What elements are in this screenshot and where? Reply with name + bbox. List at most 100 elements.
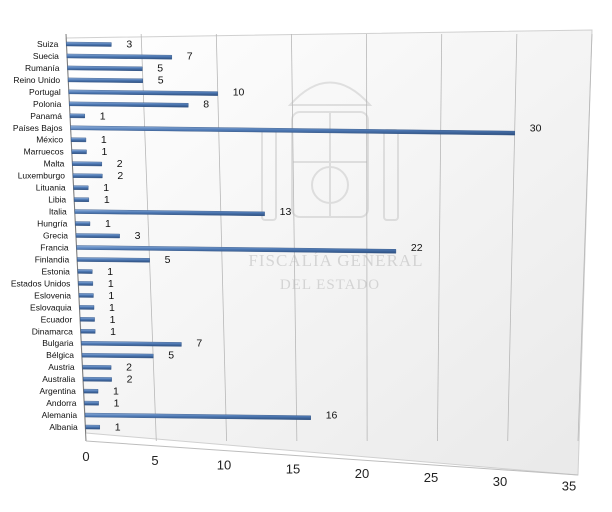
data-label: 7 <box>196 338 202 350</box>
category-label: Panamá <box>30 111 62 121</box>
gridlines <box>140 33 593 442</box>
data-label: 8 <box>203 98 209 110</box>
bar <box>78 281 94 286</box>
bar <box>79 305 95 310</box>
category-label: Francia <box>40 242 69 252</box>
bar <box>73 185 89 190</box>
category-label: Luxemburgo <box>18 171 66 181</box>
x-tick-label: 15 <box>286 462 300 477</box>
bar <box>74 209 265 217</box>
data-label: 1 <box>115 422 121 434</box>
bar <box>80 329 96 334</box>
bar <box>66 41 112 47</box>
x-tick-label: 0 <box>82 449 89 464</box>
bar <box>67 65 143 72</box>
category-label: México <box>36 135 63 145</box>
bar <box>84 400 99 406</box>
gridline <box>140 33 157 442</box>
data-label: 1 <box>107 266 113 278</box>
category-label: Grecia <box>43 231 68 241</box>
seal-text-line2: DEL ESTADO <box>280 277 380 293</box>
data-label: 1 <box>104 194 110 206</box>
data-label: 5 <box>157 62 163 74</box>
category-label: Argentina <box>39 386 76 396</box>
category-label: Alemania <box>42 410 78 420</box>
data-label: 13 <box>280 206 292 218</box>
gridline <box>577 33 593 442</box>
seal-shield <box>291 111 369 218</box>
bar <box>81 352 154 359</box>
category-labels: Suiza Suecia Rumanía Reino Unido Portugal Pol… <box>11 39 78 432</box>
bars <box>66 41 515 430</box>
gridline <box>215 33 227 442</box>
data-label: 1 <box>102 146 108 158</box>
data-label: 3 <box>135 230 141 242</box>
data-label: 5 <box>158 74 164 86</box>
gridline <box>437 33 443 442</box>
data-label: 1 <box>108 290 114 302</box>
bar <box>73 197 90 202</box>
category-label: Suiza <box>37 39 59 49</box>
category-label: Malta <box>44 159 65 169</box>
bar <box>69 101 189 108</box>
category-label: Austria <box>48 362 75 372</box>
bar <box>83 388 99 394</box>
data-label: 1 <box>110 326 116 338</box>
category-label: Albania <box>49 422 78 432</box>
data-label: 22 <box>411 242 423 254</box>
data-label: 16 <box>326 410 338 422</box>
bar <box>66 53 172 60</box>
bar <box>72 161 103 167</box>
category-label: Rumanía <box>25 63 60 73</box>
data-label: 1 <box>103 182 109 194</box>
bar <box>75 221 91 226</box>
category-label: Libia <box>48 195 66 205</box>
category-label: Ecuador <box>41 314 73 324</box>
category-label: Bulgaria <box>42 338 73 348</box>
category-label: Hungría <box>37 219 68 229</box>
bar <box>68 89 218 96</box>
bar <box>84 412 311 420</box>
category-label: Polonia <box>33 99 62 109</box>
data-label: 1 <box>108 278 114 290</box>
x-tick-label: 10 <box>217 457 231 472</box>
bar <box>72 173 103 179</box>
bar <box>81 341 182 347</box>
bar <box>77 257 150 263</box>
data-label: 7 <box>187 50 193 62</box>
data-label: 2 <box>117 170 123 182</box>
category-label: Finlandia <box>35 254 70 264</box>
category-label: Suecia <box>33 51 59 61</box>
bar <box>82 364 112 370</box>
data-label: 1 <box>100 110 106 122</box>
bar <box>67 77 143 83</box>
gridline <box>366 33 368 442</box>
category-label: Marruecos <box>24 147 64 157</box>
data-label: 30 <box>530 122 542 134</box>
seal-center <box>311 166 349 204</box>
category-label: Eslovenia <box>34 290 71 300</box>
category-label: Dinamarca <box>32 326 73 336</box>
data-label: 1 <box>101 134 107 146</box>
x-tick-label: 20 <box>355 466 369 481</box>
bar <box>76 245 397 254</box>
category-label: Italia <box>49 207 67 217</box>
gridline <box>291 33 298 442</box>
category-label: Lituania <box>36 183 66 193</box>
category-label: Eslovaquia <box>30 302 72 312</box>
bar <box>75 233 120 239</box>
category-label: Bélgica <box>46 350 74 360</box>
category-label: Australia <box>42 374 75 384</box>
bar <box>69 113 85 119</box>
category-label: Reino Unido <box>13 75 60 85</box>
data-label: 10 <box>233 86 245 98</box>
bar <box>83 376 112 382</box>
data-label: 3 <box>126 38 132 50</box>
gridline <box>507 33 518 442</box>
data-label: 2 <box>127 374 133 386</box>
category-label: Estonia <box>41 266 70 276</box>
bar <box>85 424 100 430</box>
data-label: 1 <box>109 302 115 314</box>
x-tick-label: 5 <box>151 453 158 468</box>
